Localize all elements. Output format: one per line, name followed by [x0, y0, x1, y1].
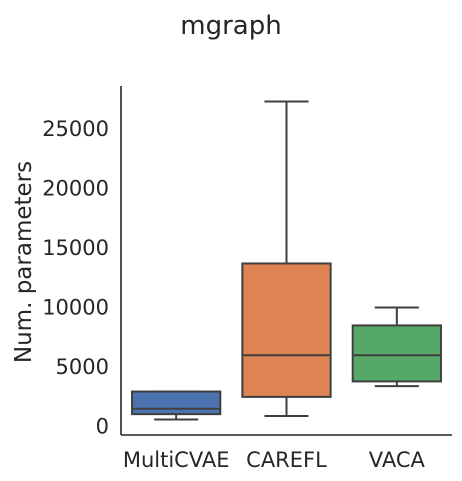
y-tick-label: 25000 — [42, 117, 109, 141]
box-multicvae — [131, 390, 222, 416]
x-tick-label-carefl: CAREFL — [246, 448, 327, 472]
x-tick-label-multicvae: MultiCVAE — [123, 448, 230, 472]
box-carefl — [241, 262, 332, 398]
box-vaca — [351, 324, 442, 383]
x-tick-label-vaca: VACA — [369, 448, 426, 472]
chart-title: mgraph — [180, 11, 281, 41]
y-tick-label: 5000 — [56, 355, 109, 379]
plot-area: 0 5000 10000 15000 20000 25000 MultiCVAE CAREFL… — [42, 100, 442, 472]
y-axis-label: Num. parameters — [11, 161, 37, 363]
y-tick-label: 0 — [96, 415, 109, 439]
y-tick-label: 20000 — [42, 176, 109, 200]
y-tick-label: 15000 — [42, 236, 109, 260]
y-tick-label: 10000 — [42, 296, 109, 320]
